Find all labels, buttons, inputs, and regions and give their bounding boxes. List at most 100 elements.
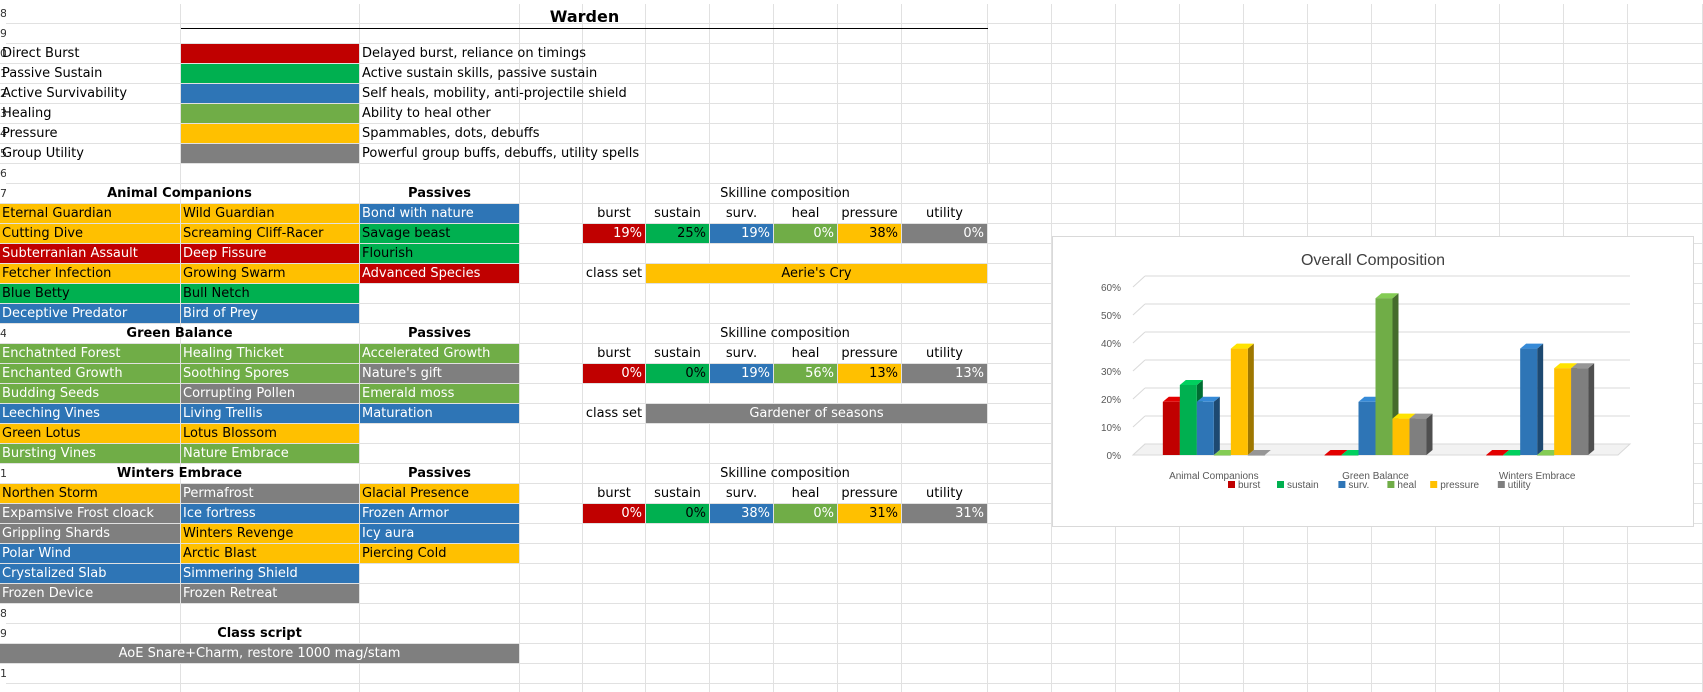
skill-cell[interactable]: Winters Revenge [181,524,360,544]
grid-cell[interactable] [646,624,710,644]
grid-cell[interactable] [1180,44,1244,64]
grid-cell[interactable] [583,684,646,692]
grid-cell[interactable] [646,424,710,444]
grid-cell[interactable] [1116,104,1180,124]
composition-col-header[interactable]: sustain [646,344,710,364]
grid-cell[interactable] [902,684,988,692]
grid-cell[interactable] [360,24,520,44]
skill-cell[interactable]: Growing Swarm [181,264,360,284]
grid-cell[interactable] [1308,44,1372,64]
grid-cell[interactable] [710,664,774,684]
grid-cell[interactable] [646,684,710,692]
grid-cell[interactable] [1244,104,1308,124]
composition-value[interactable]: 31% [838,504,902,524]
grid-cell[interactable] [1244,64,1308,84]
grid-cell[interactable] [360,4,520,24]
grid-cell[interactable] [710,304,774,324]
grid-cell[interactable] [646,584,710,604]
passives-header[interactable]: Passives [360,324,520,344]
grid-cell[interactable] [1244,44,1308,64]
passives-header[interactable]: Passives [360,464,520,484]
grid-cell[interactable] [646,644,710,664]
passive-cell[interactable]: Advanced Species [360,264,520,284]
grid-cell[interactable] [1180,664,1244,684]
grid-cell[interactable] [988,444,1052,464]
composition-value[interactable]: 38% [710,504,774,524]
grid-cell[interactable] [1564,104,1628,124]
grid-cell[interactable] [1628,44,1703,64]
grid-cell[interactable] [1500,184,1564,204]
grid-cell[interactable] [520,204,583,224]
grid-cell[interactable] [774,684,838,692]
grid-cell[interactable] [902,244,988,264]
legend-name[interactable]: Group Utility [0,144,181,164]
grid-cell[interactable] [1564,604,1628,624]
grid-cell[interactable] [988,84,1052,104]
grid-cell[interactable] [1244,664,1308,684]
grid-cell[interactable] [646,604,710,624]
grid-cell[interactable] [1244,144,1308,164]
composition-value[interactable]: 19% [710,224,774,244]
grid-cell[interactable] [1244,24,1308,44]
grid-cell[interactable] [360,584,520,604]
grid-cell[interactable] [988,604,1052,624]
grid-cell[interactable] [1052,544,1116,564]
grid-cell[interactable] [1500,64,1564,84]
legend-description[interactable]: Ability to heal other [360,104,990,124]
grid-cell[interactable] [1564,164,1628,184]
composition-value[interactable]: 0% [646,364,710,384]
skill-cell[interactable]: Deep Fissure [181,244,360,264]
grid-cell[interactable] [1308,104,1372,124]
skill-cell[interactable]: Green Lotus [0,424,181,444]
grid-cell[interactable] [583,304,646,324]
grid-cell[interactable] [988,24,1052,44]
grid-cell[interactable] [1052,164,1116,184]
grid-cell[interactable] [1052,24,1116,44]
grid-cell[interactable] [710,684,774,692]
grid-cell[interactable] [1244,124,1308,144]
grid-cell[interactable] [1116,124,1180,144]
passive-cell[interactable]: Icy aura [360,524,520,544]
grid-cell[interactable] [520,644,583,664]
composition-value[interactable]: 13% [902,364,988,384]
grid-cell[interactable] [520,284,583,304]
grid-cell[interactable] [1436,664,1500,684]
grid-cell[interactable] [1308,584,1372,604]
grid-cell[interactable] [838,304,902,324]
grid-cell[interactable] [1244,684,1308,692]
grid-cell[interactable] [1244,184,1308,204]
passive-cell[interactable]: Bond with nature [360,204,520,224]
grid-cell[interactable] [646,244,710,264]
passive-cell[interactable]: Frozen Armor [360,504,520,524]
grid-cell[interactable] [646,384,710,404]
grid-cell[interactable] [1628,684,1703,692]
grid-cell[interactable] [1628,544,1703,564]
grid-cell[interactable] [988,584,1052,604]
grid-cell[interactable] [1372,164,1436,184]
grid-cell[interactable] [520,24,583,44]
grid-cell[interactable] [1436,544,1500,564]
grid-cell[interactable] [774,544,838,564]
skill-cell[interactable]: Corrupting Pollen [181,384,360,404]
grid-cell[interactable] [1628,604,1703,624]
grid-cell[interactable] [710,164,774,184]
class-script-label[interactable]: Class script [0,624,520,644]
grid-cell[interactable] [520,444,583,464]
grid-cell[interactable] [1628,644,1703,664]
row-header[interactable]: 4 [0,324,6,344]
grid-cell[interactable] [1436,524,1500,544]
grid-cell[interactable] [902,284,988,304]
grid-cell[interactable] [988,244,1052,264]
grid-cell[interactable] [181,164,360,184]
grid-cell[interactable] [902,624,988,644]
skill-cell[interactable]: Lotus Blossom [181,424,360,444]
grid-cell[interactable] [988,44,1052,64]
grid-cell[interactable] [1308,144,1372,164]
grid-cell[interactable] [1244,584,1308,604]
grid-cell[interactable] [988,324,1052,344]
composition-col-header[interactable]: burst [583,484,646,504]
grid-cell[interactable] [1052,644,1116,664]
skill-cell[interactable]: Enchatnted Forest [0,344,181,364]
grid-cell[interactable] [1436,104,1500,124]
composition-col-header[interactable]: surv. [710,484,774,504]
